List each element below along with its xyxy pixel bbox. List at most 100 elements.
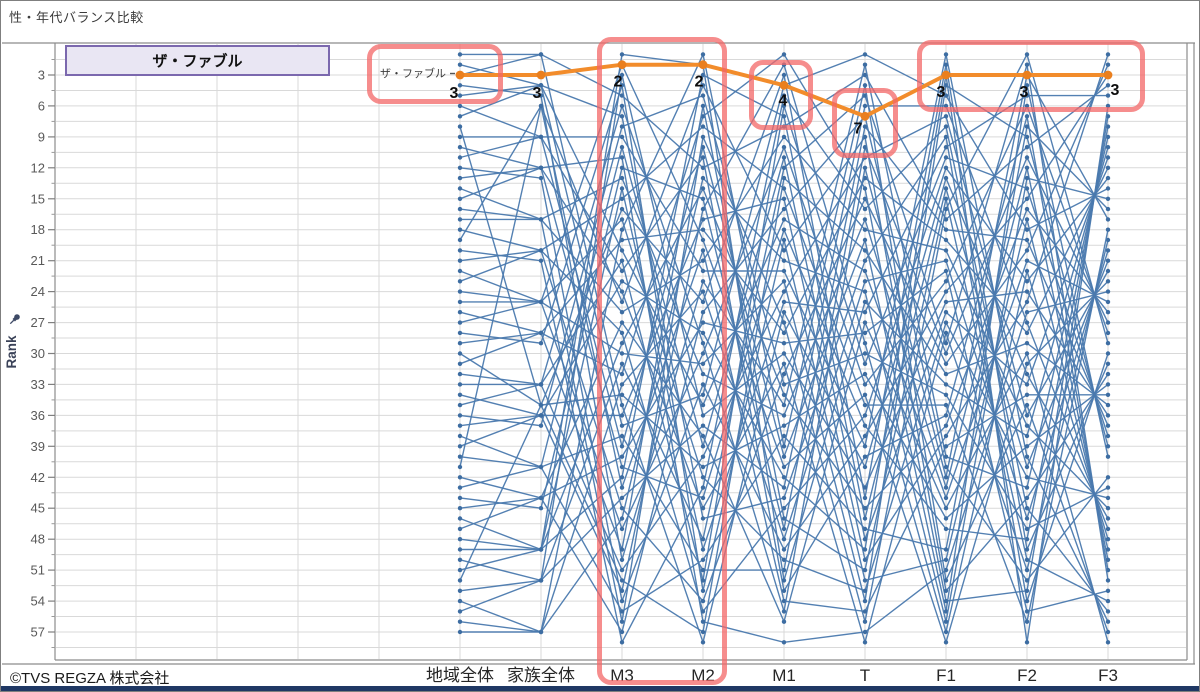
bg-series-point[interactable] [700, 124, 706, 129]
bg-series-point[interactable] [619, 516, 625, 521]
bg-series-point[interactable] [1024, 392, 1030, 397]
bg-series-point[interactable] [1105, 526, 1111, 532]
bg-series-point[interactable] [619, 629, 625, 635]
bg-series-point[interactable] [457, 495, 463, 501]
bg-series-point[interactable] [781, 341, 787, 346]
bg-series-point[interactable] [862, 598, 868, 604]
bg-series-point[interactable] [943, 433, 949, 439]
bg-series-point[interactable] [781, 578, 787, 583]
bg-series-point[interactable] [1024, 196, 1030, 201]
bg-series-point[interactable] [862, 186, 868, 191]
bg-series-point[interactable] [943, 289, 949, 294]
bg-series-point[interactable] [781, 526, 787, 532]
bg-series-point[interactable] [619, 413, 625, 418]
bg-series-point[interactable] [457, 186, 463, 191]
bg-series-point[interactable] [700, 83, 706, 88]
bg-series-point[interactable] [781, 464, 787, 470]
highlight-series-point[interactable] [941, 70, 951, 80]
bg-series-point[interactable] [781, 371, 787, 377]
bg-series-point[interactable] [1105, 444, 1111, 449]
bg-series-point[interactable] [1105, 640, 1111, 645]
bg-series-point[interactable] [1105, 330, 1111, 336]
bg-series-point[interactable] [457, 299, 463, 305]
bg-series-point[interactable] [457, 165, 463, 170]
bg-series-point[interactable] [457, 609, 463, 614]
bg-series-point[interactable] [862, 361, 868, 366]
bg-series-point[interactable] [781, 495, 787, 501]
bg-series-point[interactable] [862, 72, 868, 78]
bg-series-point[interactable] [700, 423, 706, 428]
bg-series-point[interactable] [943, 640, 949, 645]
bg-series-point[interactable] [781, 588, 787, 593]
bg-series-point[interactable] [619, 248, 625, 253]
bg-series-point[interactable] [538, 382, 544, 387]
bg-series-point[interactable] [619, 134, 625, 140]
bg-series-point[interactable] [1024, 93, 1030, 98]
bg-series-point[interactable] [943, 485, 949, 490]
bg-series-point[interactable] [781, 114, 787, 119]
bg-series-point[interactable] [1024, 145, 1030, 150]
bg-series-point[interactable] [1024, 382, 1030, 387]
bg-series-point[interactable] [1105, 423, 1111, 428]
bg-series-point[interactable] [781, 423, 787, 428]
bg-series-point[interactable] [862, 382, 868, 387]
bg-series-point[interactable] [1024, 155, 1030, 160]
bg-series-point[interactable] [781, 475, 787, 480]
bg-series-point[interactable] [700, 320, 706, 325]
bg-series-point[interactable] [538, 341, 544, 346]
bg-series-point[interactable] [781, 619, 787, 624]
bg-series-point[interactable] [943, 557, 949, 562]
bg-series-point[interactable] [457, 578, 463, 583]
bg-series-point[interactable] [457, 382, 463, 387]
bg-series-point[interactable] [862, 619, 868, 624]
bg-series-point[interactable] [1105, 516, 1111, 521]
bg-series-point[interactable] [457, 93, 463, 98]
bg-series-point[interactable] [700, 640, 706, 645]
bg-series-point[interactable] [1105, 341, 1111, 346]
bg-series-point[interactable] [1105, 361, 1111, 366]
bg-series-point[interactable] [700, 382, 706, 387]
bg-series-point[interactable] [1024, 609, 1030, 614]
bg-series-point[interactable] [619, 155, 625, 160]
bg-series-point[interactable] [862, 258, 868, 263]
bg-series-point[interactable] [1024, 619, 1030, 624]
bg-series-point[interactable] [457, 475, 463, 480]
bg-series-point[interactable] [1105, 557, 1111, 562]
bg-series-point[interactable] [538, 506, 544, 511]
bg-series-point[interactable] [700, 433, 706, 439]
bg-series-point[interactable] [943, 516, 949, 521]
bg-series-point[interactable] [781, 93, 787, 98]
bg-series-point[interactable] [1024, 516, 1030, 521]
bg-series-point[interactable] [781, 279, 787, 284]
bg-series-point[interactable] [619, 310, 625, 315]
bg-series-point[interactable] [700, 258, 706, 263]
bg-series-point[interactable] [1105, 165, 1111, 170]
bg-series-point[interactable] [862, 392, 868, 397]
bg-series-point[interactable] [619, 268, 625, 274]
bg-series-point[interactable] [538, 52, 544, 57]
bg-series-point[interactable] [1024, 485, 1030, 490]
bg-series-point[interactable] [1105, 609, 1111, 614]
bg-series-point[interactable] [619, 52, 625, 57]
bg-series-point[interactable] [862, 567, 868, 573]
bg-series-point[interactable] [700, 567, 706, 573]
bg-series-point[interactable] [781, 361, 787, 366]
bg-series-point[interactable] [943, 629, 949, 635]
bg-series-point[interactable] [457, 52, 463, 57]
bg-series-point[interactable] [700, 351, 706, 356]
bg-series-point[interactable] [619, 289, 625, 294]
bg-series-point[interactable] [700, 196, 706, 201]
bg-series-point[interactable] [619, 567, 625, 573]
bg-series-point[interactable] [700, 289, 706, 294]
bg-series-point[interactable] [781, 248, 787, 253]
bg-series-point[interactable] [619, 206, 625, 212]
bg-series-point[interactable] [1105, 629, 1111, 635]
bg-series-point[interactable] [781, 609, 787, 614]
bg-series-point[interactable] [619, 444, 625, 449]
bg-series-point[interactable] [862, 454, 868, 459]
bg-series-point[interactable] [781, 134, 787, 140]
bg-series-point[interactable] [457, 361, 463, 366]
bg-series-point[interactable] [1105, 382, 1111, 387]
bg-series-point[interactable] [943, 62, 949, 67]
bg-series-point[interactable] [700, 392, 706, 397]
